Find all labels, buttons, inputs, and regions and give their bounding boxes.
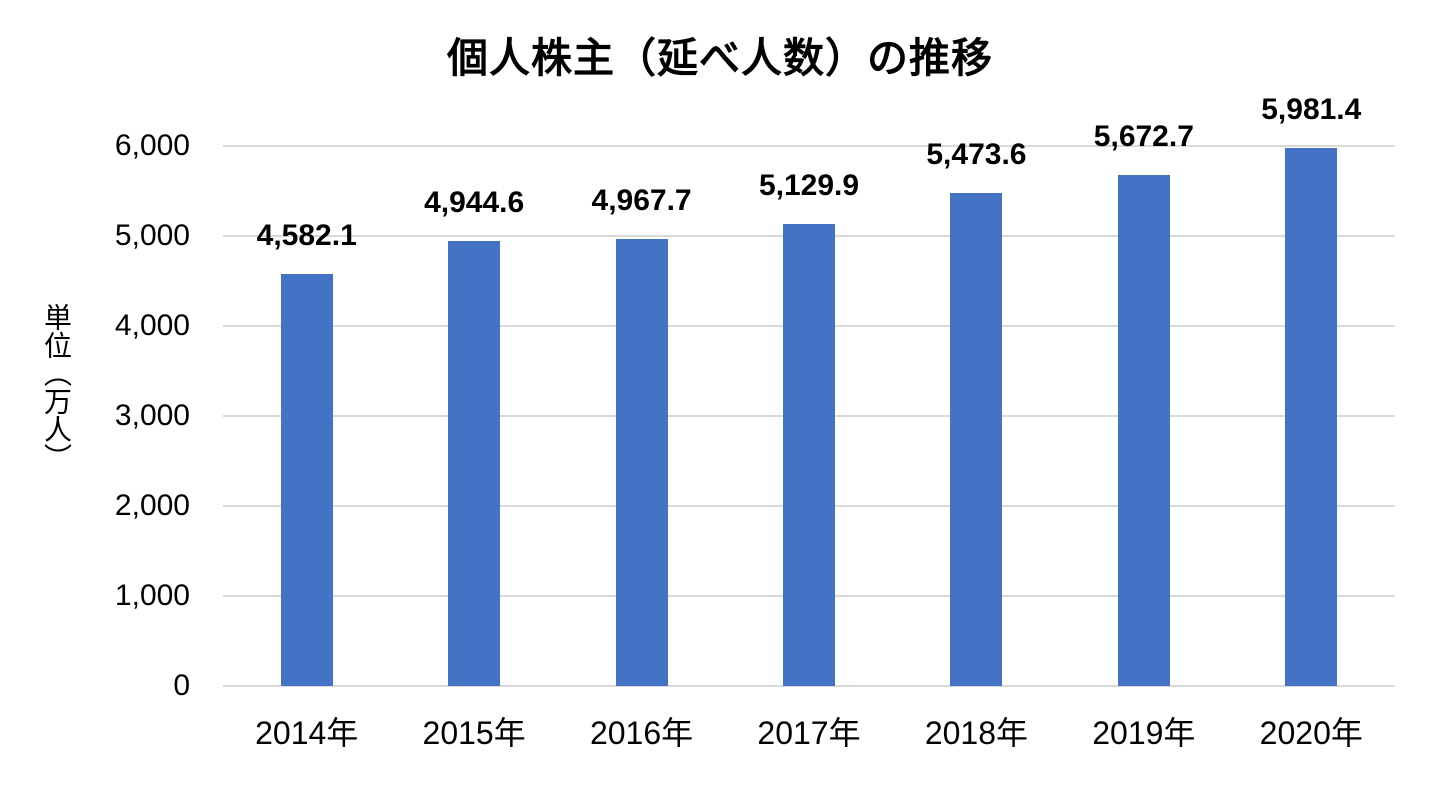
x-tick-label: 2020年 xyxy=(1259,715,1363,751)
gridline xyxy=(223,145,1395,147)
y-tick-label: 0 xyxy=(173,669,190,702)
y-tick-label: 3,000 xyxy=(114,399,190,432)
data-label: 5,672.7 xyxy=(1093,120,1194,154)
bar xyxy=(615,238,668,686)
data-label: 5,981.4 xyxy=(1261,92,1362,126)
x-tick-label: 2014年 xyxy=(255,715,359,751)
bar xyxy=(1117,175,1170,686)
y-tick-label: 2,000 xyxy=(114,489,190,522)
chart-title: 個人株主（延べ人数）の推移 xyxy=(447,35,993,81)
bar xyxy=(950,193,1003,686)
y-tick-label: 6,000 xyxy=(114,129,190,162)
data-label: 5,129.9 xyxy=(758,169,860,203)
data-label: 5,473.6 xyxy=(926,138,1027,172)
y-tick-label: 4,000 xyxy=(114,309,190,342)
x-tick-label: 2015年 xyxy=(422,715,526,751)
data-label: 4,967.7 xyxy=(591,183,692,217)
bar xyxy=(783,224,835,686)
x-tick-label: 2017年 xyxy=(757,715,861,751)
x-tick-label: 2018年 xyxy=(924,715,1029,751)
bar xyxy=(280,273,333,686)
data-label: 4,944.6 xyxy=(424,185,525,219)
data-label: 4,582.1 xyxy=(256,218,357,252)
y-tick-label: 1,000 xyxy=(114,579,190,612)
x-tick-label: 2019年 xyxy=(1092,715,1196,751)
bar xyxy=(448,240,501,686)
bar xyxy=(1285,147,1338,686)
y-axis-title: 単位（万人） xyxy=(41,303,72,471)
x-tick-label: 2016年 xyxy=(589,715,694,751)
y-tick-label: 5,000 xyxy=(114,219,190,252)
gridline xyxy=(223,685,1395,687)
